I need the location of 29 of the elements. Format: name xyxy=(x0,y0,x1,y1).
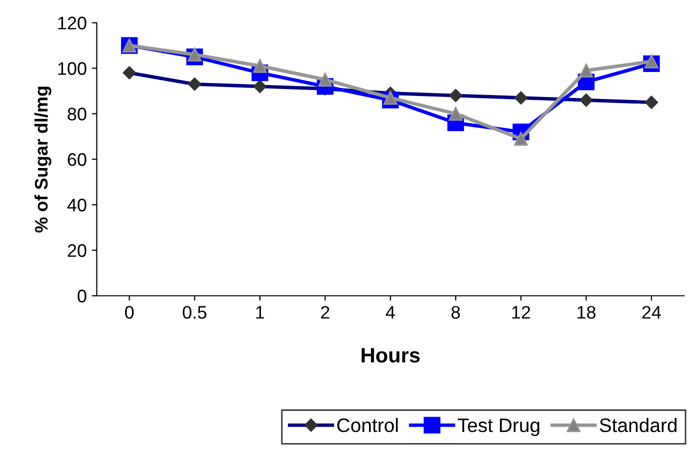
x-tick-label: 12 xyxy=(512,306,530,319)
point xyxy=(383,90,398,105)
point xyxy=(644,54,658,68)
y-tick-label: 20 xyxy=(68,244,86,257)
y-tick-label: 120 xyxy=(58,16,86,30)
x-tick-label: 4 xyxy=(386,306,395,319)
point xyxy=(579,64,594,78)
point xyxy=(448,106,463,121)
x-tick-label: 1 xyxy=(256,306,264,319)
legend-label: Standard xyxy=(600,418,677,432)
x-tick-label: 24 xyxy=(642,306,661,319)
y-tick-label: 0 xyxy=(78,290,86,302)
x-tick-label: 0 xyxy=(125,306,134,319)
point xyxy=(252,59,267,73)
y-tick-label: 100 xyxy=(58,62,86,75)
point xyxy=(514,132,528,146)
point xyxy=(318,72,332,87)
legend-label: Control xyxy=(337,418,398,432)
y-tick-label: 80 xyxy=(68,108,86,120)
x-axis-title: Hours xyxy=(362,348,420,363)
y-tick-label: 40 xyxy=(67,198,86,212)
y-axis-title: % of Sugar dl/mg xyxy=(34,86,52,233)
point xyxy=(188,48,202,62)
x-tick-label: 0.5 xyxy=(182,306,206,319)
legend-label: Test Drug xyxy=(458,418,540,436)
x-tick-label: 18 xyxy=(578,306,596,319)
y-tick-label: 60 xyxy=(68,153,86,166)
x-tick-label: 8 xyxy=(451,306,460,319)
x-tick-label: 2 xyxy=(321,306,330,319)
